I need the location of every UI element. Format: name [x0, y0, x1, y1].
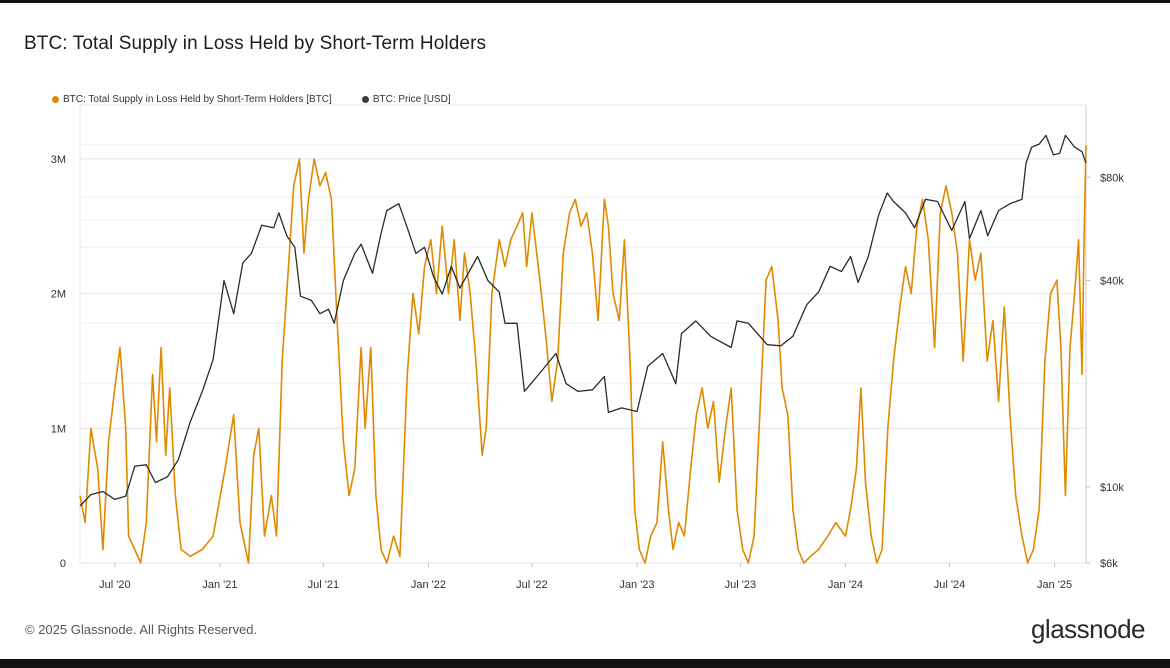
x-tick-label: Jul '23: [725, 579, 756, 591]
price-line: [79, 134, 1087, 507]
chart-title: BTC: Total Supply in Loss Held by Short-…: [24, 33, 487, 54]
y-right-tick-label: $80k: [1100, 172, 1124, 184]
x-tick-label: Jan '23: [619, 579, 654, 591]
price-legend-dot-icon: [361, 96, 369, 103]
x-tick-label: Jan '25: [1037, 579, 1072, 591]
x-tick-label: Jan '21: [202, 579, 237, 591]
supply-legend-dot-icon: [52, 96, 59, 103]
y-left-tick-label: 1M: [51, 423, 66, 435]
legend-label-price: BTC: Price [USD]: [372, 94, 451, 105]
y-left-tick-label: 0: [60, 558, 66, 570]
x-axis: Jul '20 Jan '21 Jul '21 Jan '22 Jul '22 Jan '…: [99, 563, 1072, 591]
x-tick-label: Jul '20: [99, 579, 130, 591]
y-left-tick-label: 3M: [51, 154, 66, 166]
y-axis-right: $6k $10k $40k $80k: [1086, 172, 1124, 570]
x-tick-label: Jul '21: [308, 579, 339, 591]
grid-lines: [80, 143, 1086, 429]
legend-item-price[interactable]: BTC: Price [USD]: [361, 94, 451, 105]
supply-series: [79, 145, 1087, 564]
x-tick-label: Jul '22: [516, 579, 547, 591]
y-left-tick-label: 2M: [51, 289, 66, 301]
glassnode-logo[interactable]: glassnode: [1030, 614, 1146, 644]
bottom-border: [0, 659, 1170, 668]
x-tick-label: Jul '24: [934, 579, 965, 591]
y-axis-left: 0 1M 2M 3M: [51, 154, 66, 570]
x-tick-label: Jan '24: [828, 579, 863, 591]
copyright-footer: © 2025 Glassnode. All Rights Reserved.: [25, 622, 258, 637]
price-series: [79, 134, 1087, 507]
x-tick-label: Jan '22: [411, 579, 446, 591]
supply-line: [79, 145, 1087, 564]
legend-item-supply[interactable]: BTC: Total Supply in Loss Held by Short-…: [52, 94, 332, 105]
y-right-tick-label: $10k: [1100, 482, 1124, 494]
y-right-tick-label: $40k: [1100, 276, 1124, 288]
chart-legend: BTC: Total Supply in Loss Held by Short-…: [52, 94, 481, 105]
top-border: [0, 0, 1170, 3]
y-right-tick-label: $6k: [1100, 558, 1118, 570]
legend-label-supply: BTC: Total Supply in Loss Held by Short-…: [63, 94, 332, 105]
